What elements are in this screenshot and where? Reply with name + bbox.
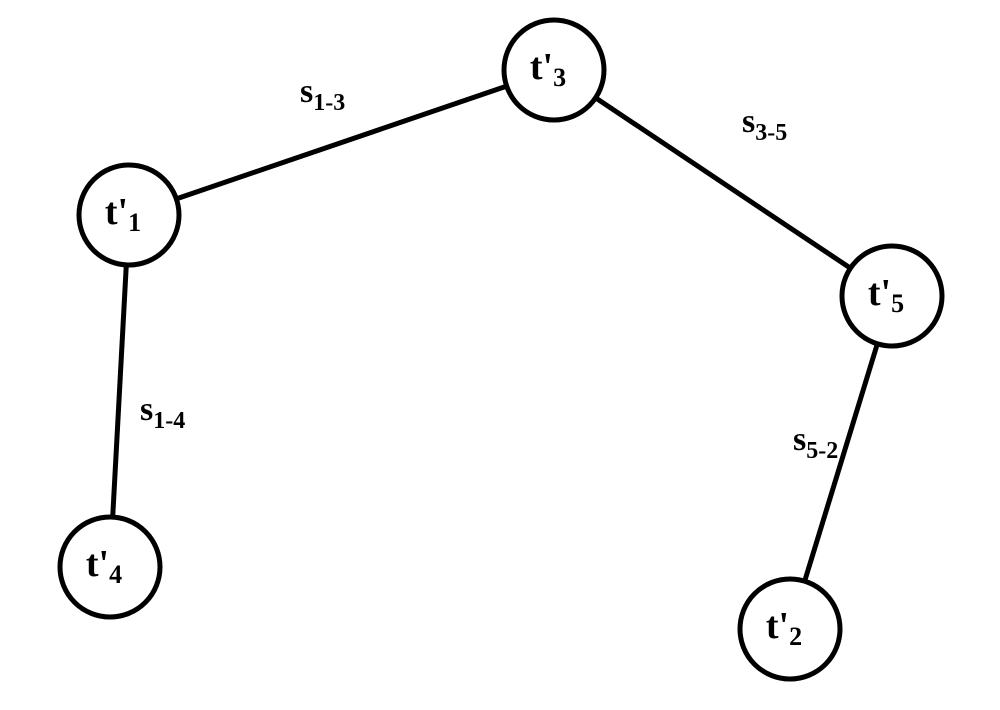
edge-t1-t4 [113,265,127,517]
graph-canvas: s1-3s3-5s1-4s5-2t'1t'3t'5t'4t'2 [0,0,1000,710]
labels-layer: s1-3s3-5s1-4s5-2t'1t'3t'5t'4t'2 [86,46,904,651]
edge-label-t1-t4: s1-4 [140,391,185,434]
edge-label-t1-t3: s1-3 [300,73,345,116]
edge-t3-t5 [596,98,851,268]
edge-label-t5-t2: s5-2 [793,421,838,464]
edges-layer [113,86,878,581]
edge-label-t3-t5: s3-5 [742,103,787,146]
nodes-layer [60,20,942,679]
